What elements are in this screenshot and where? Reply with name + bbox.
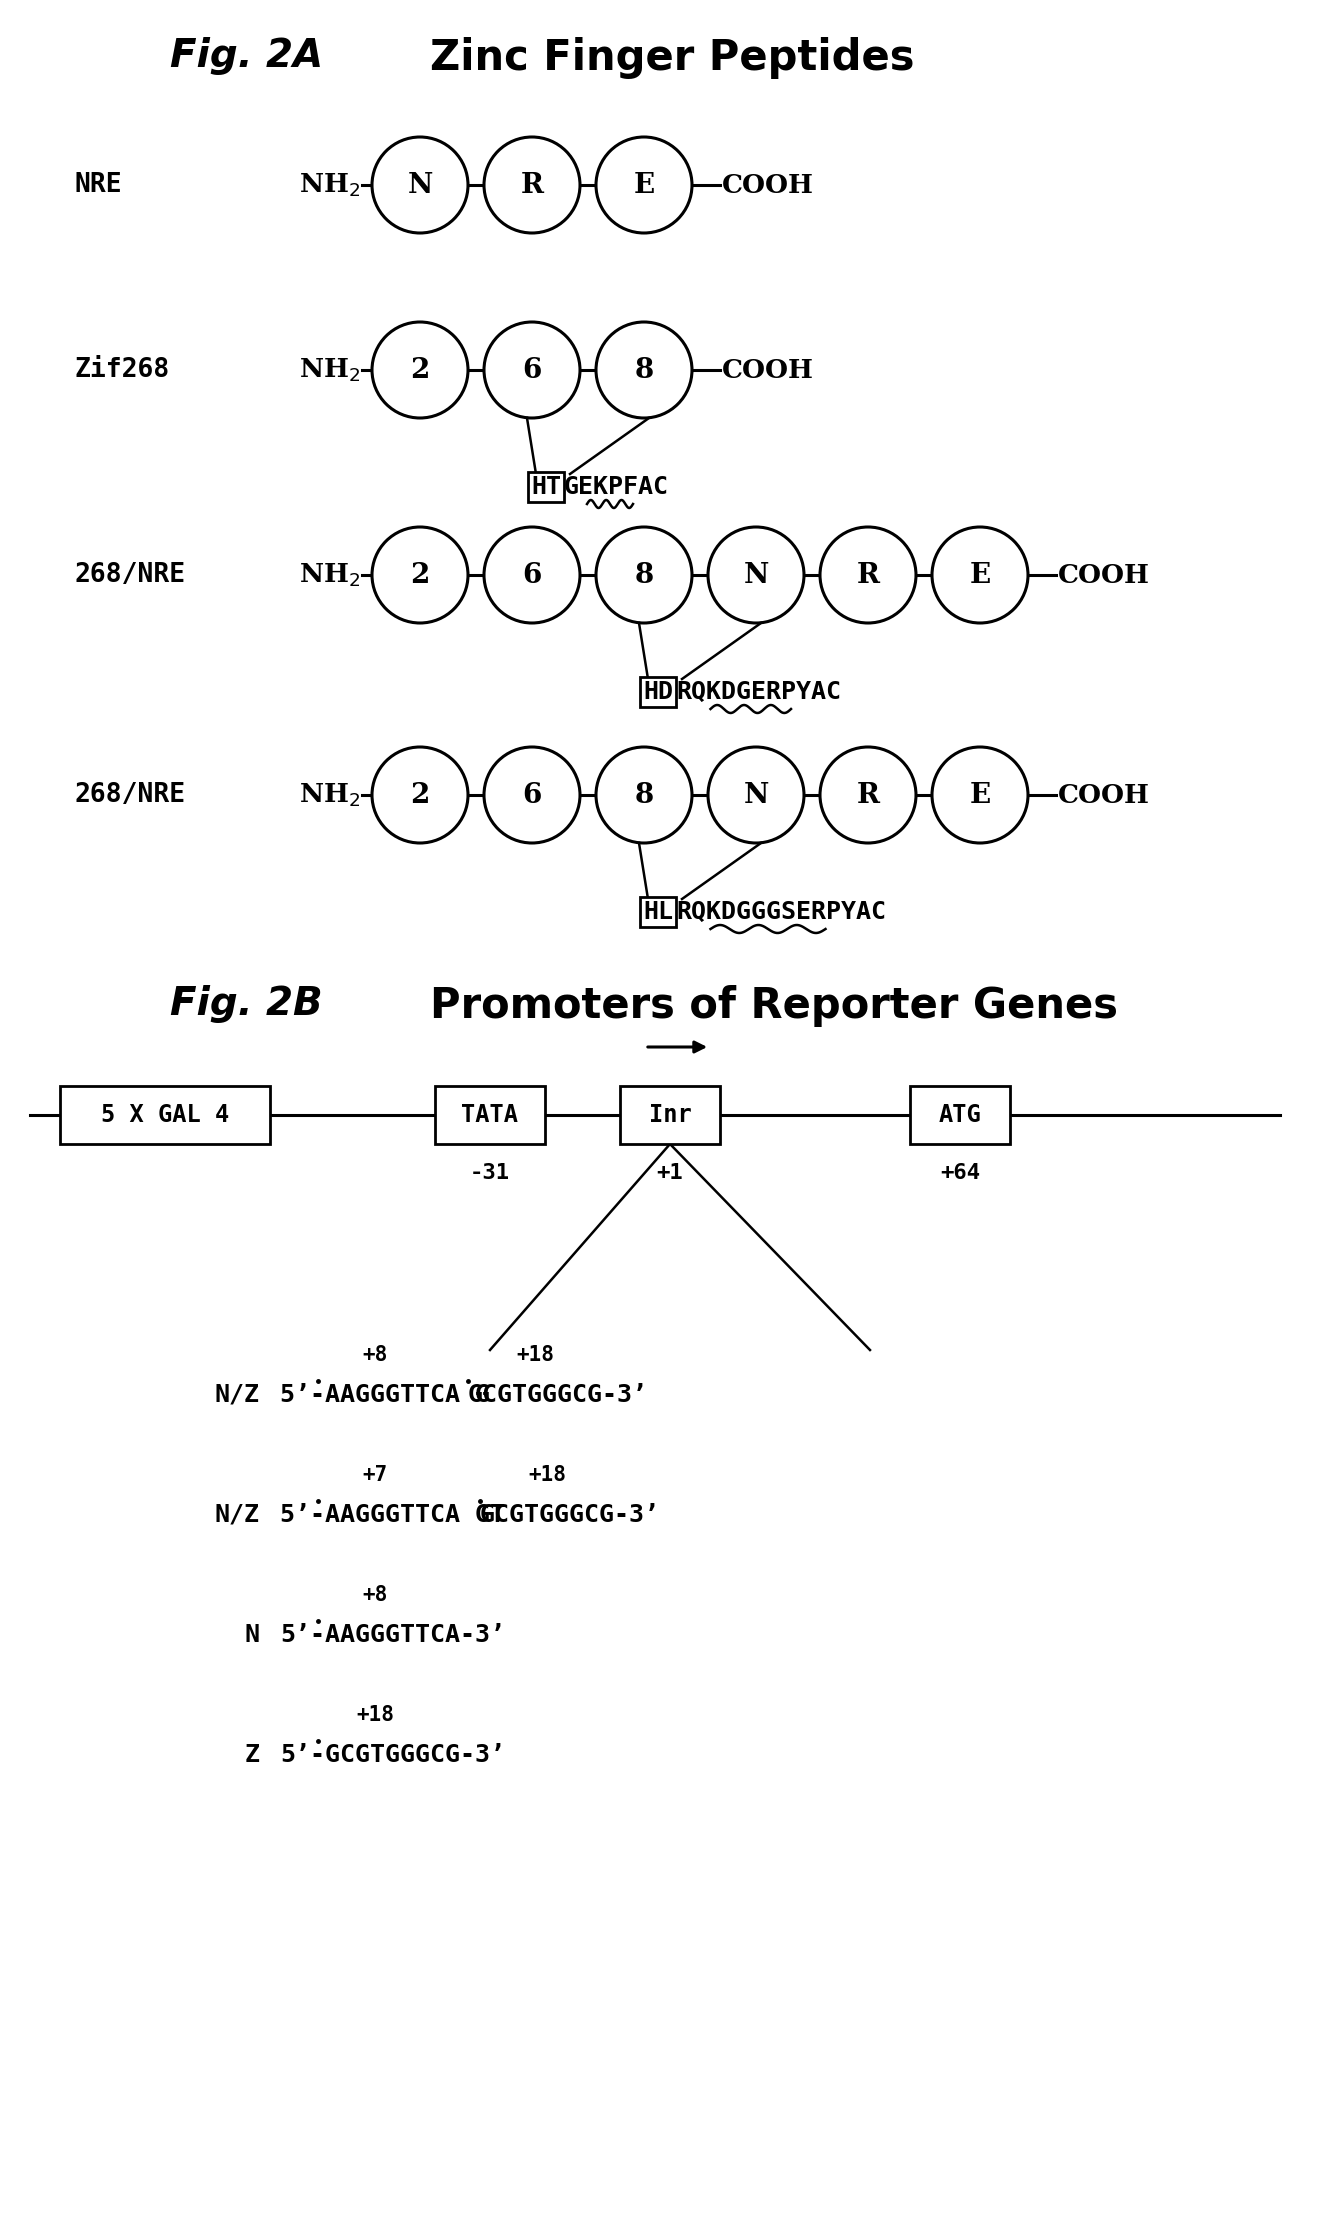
- Text: COOH: COOH: [1058, 782, 1150, 808]
- Text: +8: +8: [363, 1586, 387, 1606]
- Text: Zinc Finger Peptides: Zinc Finger Peptides: [430, 38, 915, 80]
- Text: COOH: COOH: [1058, 563, 1150, 587]
- Text: +8: +8: [363, 1345, 387, 1364]
- Text: Inr: Inr: [648, 1103, 691, 1127]
- Circle shape: [483, 527, 580, 622]
- Text: R: R: [857, 782, 880, 808]
- Text: -31: -31: [470, 1163, 510, 1183]
- Bar: [60, 1085, 270, 1143]
- Text: TATA: TATA: [462, 1103, 518, 1127]
- Text: 2: 2: [410, 782, 430, 808]
- Circle shape: [819, 527, 916, 622]
- Text: NH$_2$: NH$_2$: [300, 560, 360, 589]
- Text: HT: HT: [532, 474, 561, 498]
- Text: +18: +18: [529, 1464, 566, 1484]
- Text: 8: 8: [635, 782, 653, 808]
- Text: 8: 8: [635, 357, 653, 383]
- Text: Fig. 2A: Fig. 2A: [170, 38, 323, 75]
- Text: 2: 2: [410, 560, 430, 589]
- Text: Zif268: Zif268: [75, 357, 170, 383]
- Circle shape: [708, 527, 803, 622]
- Circle shape: [596, 527, 692, 622]
- Text: COOH: COOH: [722, 357, 814, 383]
- Text: Fig. 2B: Fig. 2B: [170, 986, 323, 1023]
- Text: N: N: [743, 782, 769, 808]
- Circle shape: [372, 746, 469, 844]
- Text: 268/NRE: 268/NRE: [75, 563, 186, 587]
- Text: E: E: [969, 560, 991, 589]
- Bar: [640, 678, 676, 707]
- Bar: [640, 897, 676, 928]
- Circle shape: [596, 137, 692, 233]
- Text: RQKDGERPYAC: RQKDGERPYAC: [676, 680, 841, 704]
- Text: NRE: NRE: [75, 173, 123, 197]
- Bar: [620, 1085, 720, 1143]
- Bar: [435, 1085, 545, 1143]
- Circle shape: [932, 746, 1028, 844]
- Text: N/Z: N/Z: [216, 1382, 260, 1407]
- Text: GCGTGGGCG-3’: GCGTGGGCG-3’: [467, 1382, 648, 1407]
- Circle shape: [932, 527, 1028, 622]
- Text: 5 X GAL 4: 5 X GAL 4: [100, 1103, 229, 1127]
- Circle shape: [483, 137, 580, 233]
- Text: 6: 6: [522, 560, 542, 589]
- Text: NH$_2$: NH$_2$: [300, 782, 360, 808]
- Text: E: E: [633, 171, 655, 199]
- Bar: [528, 472, 564, 503]
- Circle shape: [596, 321, 692, 419]
- Text: COOH: COOH: [722, 173, 814, 197]
- Circle shape: [483, 746, 580, 844]
- Text: E: E: [969, 782, 991, 808]
- Text: 6: 6: [522, 782, 542, 808]
- Circle shape: [819, 746, 916, 844]
- Circle shape: [708, 746, 803, 844]
- Text: +18: +18: [356, 1706, 394, 1725]
- Text: GCGTGGGCG-3’: GCGTGGGCG-3’: [479, 1504, 660, 1526]
- Text: ATG: ATG: [939, 1103, 981, 1127]
- Text: HD: HD: [643, 680, 674, 704]
- Text: 5’-GCGTGGGCG-3’: 5’-GCGTGGGCG-3’: [280, 1743, 505, 1768]
- Text: N: N: [743, 560, 769, 589]
- Text: 5’-AAGGGTTCA G: 5’-AAGGGTTCA G: [280, 1382, 490, 1407]
- Circle shape: [372, 137, 469, 233]
- Text: 268/NRE: 268/NRE: [75, 782, 186, 808]
- Text: R: R: [521, 171, 544, 199]
- Circle shape: [596, 746, 692, 844]
- Text: 5’-AAGGGTTCA GT: 5’-AAGGGTTCA GT: [280, 1504, 505, 1526]
- Circle shape: [483, 321, 580, 419]
- Text: 8: 8: [635, 560, 653, 589]
- Text: +18: +18: [516, 1345, 554, 1364]
- Text: R: R: [857, 560, 880, 589]
- Text: N/Z: N/Z: [216, 1504, 260, 1526]
- Text: +64: +64: [940, 1163, 980, 1183]
- Text: 5’-AAGGGTTCA-3’: 5’-AAGGGTTCA-3’: [280, 1624, 505, 1648]
- Text: NH$_2$: NH$_2$: [300, 357, 360, 383]
- Text: RQKDGGGSERPYAC: RQKDGGGSERPYAC: [676, 899, 886, 924]
- Circle shape: [372, 527, 469, 622]
- Text: 2: 2: [410, 357, 430, 383]
- Text: GEKPFAC: GEKPFAC: [564, 474, 670, 498]
- Text: Z: Z: [245, 1743, 260, 1768]
- Text: +7: +7: [363, 1464, 387, 1484]
- Text: NH$_2$: NH$_2$: [300, 171, 360, 199]
- Circle shape: [372, 321, 469, 419]
- Bar: [911, 1085, 1010, 1143]
- Text: HL: HL: [643, 899, 674, 924]
- Text: +1: +1: [656, 1163, 683, 1183]
- Text: N: N: [407, 171, 432, 199]
- Text: 6: 6: [522, 357, 542, 383]
- Text: N: N: [245, 1624, 260, 1648]
- Text: Promoters of Reporter Genes: Promoters of Reporter Genes: [430, 986, 1118, 1028]
